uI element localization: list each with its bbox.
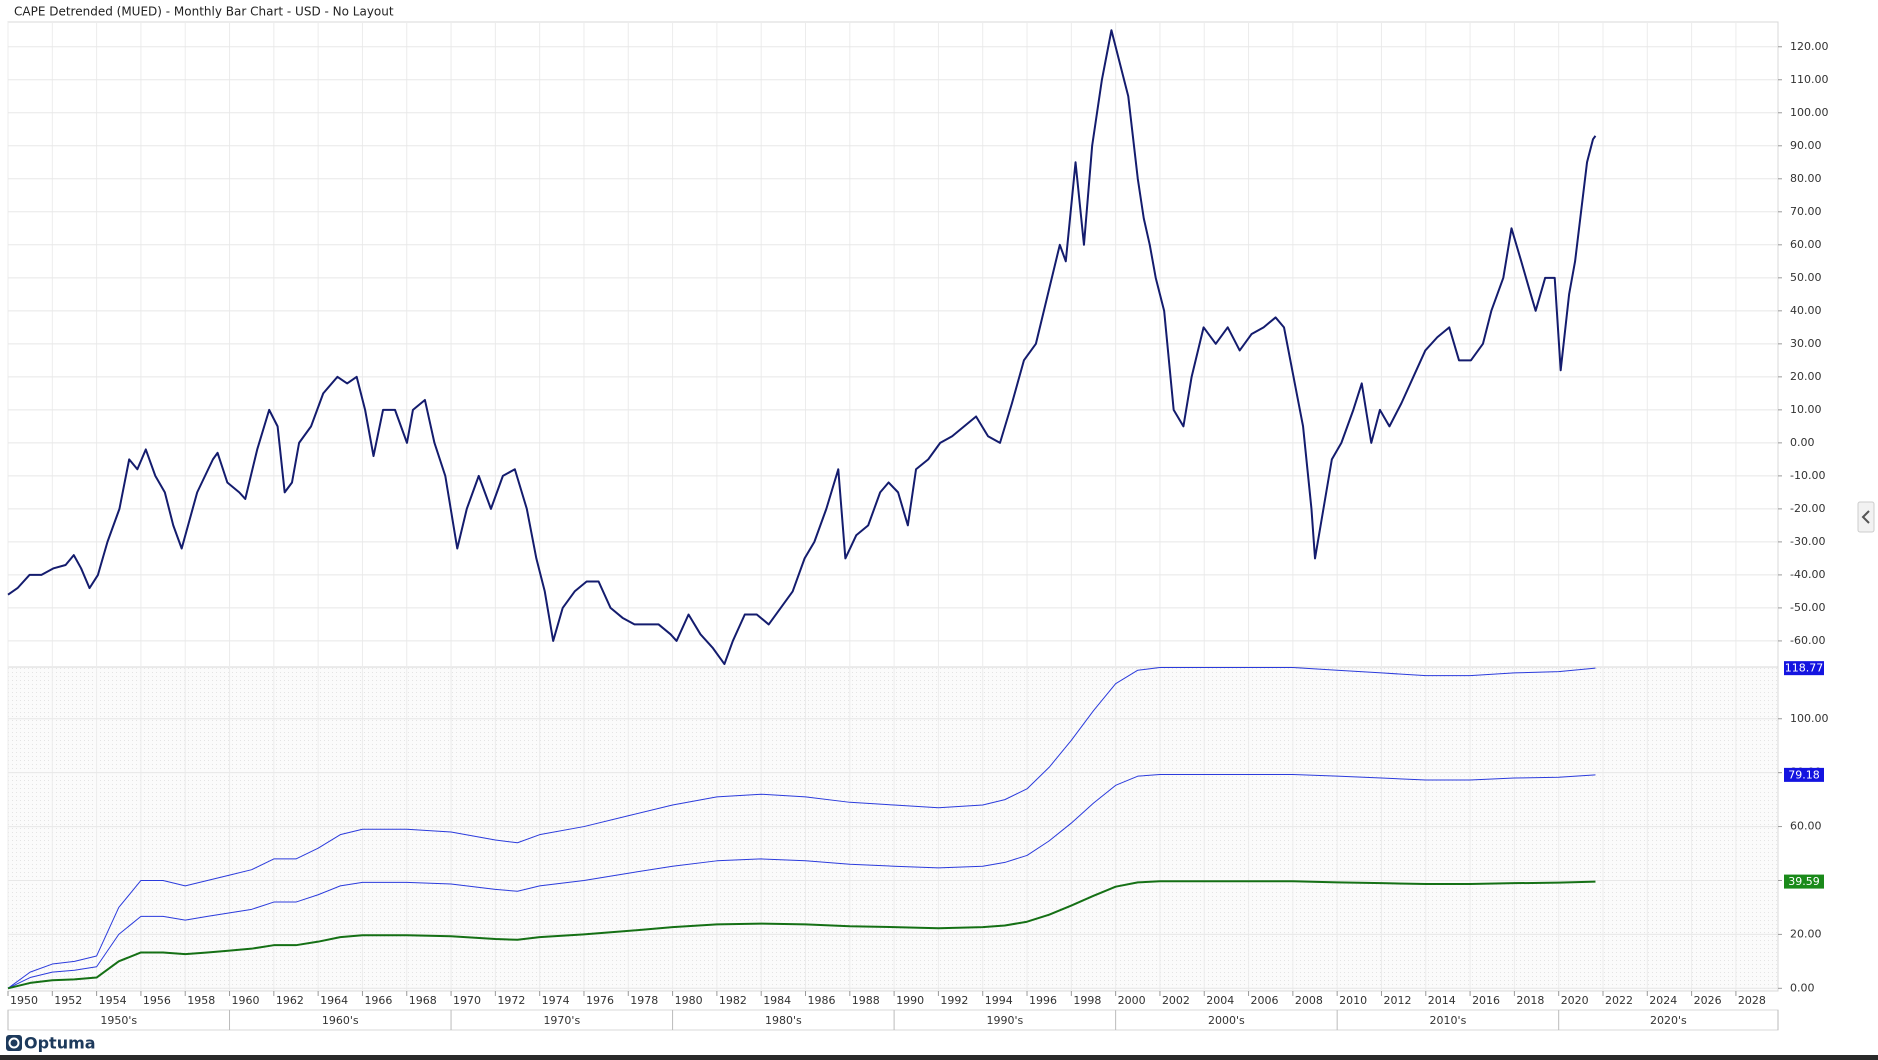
y-tick-label: 30.00	[1790, 337, 1822, 350]
x-tick-label: 2006	[1251, 994, 1279, 1007]
x-tick-label: 1984	[763, 994, 791, 1007]
x-tick-label: 1950	[10, 994, 38, 1007]
x-tick-label: 1980	[675, 994, 703, 1007]
bottom-panel	[7, 666, 1779, 992]
x-tick-label: 2014	[1428, 994, 1456, 1007]
decade-label: 1980's	[765, 1014, 802, 1027]
x-tick-label: 1982	[719, 994, 747, 1007]
value-badge-label: 39.59	[1788, 875, 1820, 888]
y-tick-label: 10.00	[1790, 403, 1822, 416]
x-tick-label: 1978	[630, 994, 658, 1007]
collapse-button[interactable]	[1857, 501, 1875, 533]
x-tick-label: 1954	[99, 994, 127, 1007]
x-tick-label: 2008	[1295, 994, 1323, 1007]
y-tick-label: -40.00	[1790, 568, 1825, 581]
x-tick-label: 2026	[1694, 994, 1722, 1007]
y-tick-label: -30.00	[1790, 535, 1825, 548]
x-tick-label: 1966	[364, 994, 392, 1007]
value-badge	[1784, 661, 1824, 676]
collapse-icon	[1861, 510, 1870, 524]
x-tick-label: 2020	[1561, 994, 1589, 1007]
x-tick-label: 1970	[453, 994, 481, 1007]
decade-label: 1970's	[543, 1014, 580, 1027]
x-tick-label: 1986	[807, 994, 835, 1007]
y-tick-label: 90.00	[1790, 139, 1822, 152]
x-tick-label: 1960	[232, 994, 260, 1007]
x-tick-label: 1994	[985, 994, 1013, 1007]
y-tick-label: -50.00	[1790, 601, 1825, 614]
x-tick-label: 2004	[1206, 994, 1234, 1007]
x-tick-label: 1962	[276, 994, 304, 1007]
x-tick-label: 1956	[143, 994, 171, 1007]
x-tick-label: 1998	[1073, 994, 1101, 1007]
chart-title: CAPE Detrended (MUED) - Monthly Bar Char…	[14, 5, 394, 19]
x-tick-label: 1974	[542, 994, 570, 1007]
y-tick-label: 100.00	[1790, 106, 1829, 119]
y-tick-label: 20.00	[1790, 370, 1822, 383]
decade-label: 2020's	[1650, 1014, 1687, 1027]
x-tick-label: 1958	[187, 994, 215, 1007]
y-tick-label: 50.00	[1790, 271, 1822, 284]
decade-row	[7, 1009, 1779, 1031]
logo: Optuma	[6, 1034, 96, 1053]
value-badge-label: 79.18	[1788, 768, 1820, 781]
x-tick-label: 2028	[1738, 994, 1766, 1007]
y-tick-label: -20.00	[1790, 502, 1825, 515]
series-line	[7, 29, 1597, 666]
decade-label: 1960's	[322, 1014, 359, 1027]
brand: Optuma	[24, 1034, 96, 1053]
x-tick-label: 1996	[1029, 994, 1057, 1007]
y-tick-label: 60.00	[1790, 820, 1822, 833]
y-tick-label: 60.00	[1790, 238, 1822, 251]
y-tick-label: 80.00	[1790, 172, 1822, 185]
x-tick-label: 2010	[1339, 994, 1367, 1007]
value-badge-label: 118.77	[1785, 662, 1824, 675]
value-badge	[1784, 874, 1824, 889]
footer-bar	[0, 1055, 1878, 1060]
x-tick-label: 1964	[320, 994, 348, 1007]
x-tick-label: 1990	[896, 994, 924, 1007]
series-line	[7, 667, 1596, 989]
series-line	[7, 774, 1596, 989]
x-tick-label: 1976	[586, 994, 614, 1007]
x-tick-label: 1988	[852, 994, 880, 1007]
x-tick-label: 2016	[1472, 994, 1500, 1007]
y-tick-label: 120.00	[1790, 40, 1829, 53]
decade-label: 1990's	[986, 1014, 1023, 1027]
decade-label: 1950's	[100, 1014, 137, 1027]
logo-ring	[8, 1037, 20, 1049]
x-tick-label: 1992	[940, 994, 968, 1007]
x-tick-label: 2000	[1118, 994, 1146, 1007]
x-tick-label: 2024	[1649, 994, 1677, 1007]
value-badge	[1784, 767, 1824, 782]
y-tick-label: 110.00	[1790, 73, 1829, 86]
series-line	[7, 880, 1596, 990]
x-tick-label: 2018	[1516, 994, 1544, 1007]
x-tick-label: 2022	[1605, 994, 1633, 1007]
decade-label: 2000's	[1208, 1014, 1245, 1027]
decade-label: 2010's	[1430, 1014, 1467, 1027]
x-tick-label: 2002	[1162, 994, 1190, 1007]
y-tick-label: 70.00	[1790, 205, 1822, 218]
logo-icon	[6, 1035, 22, 1051]
x-tick-label: 1968	[409, 994, 437, 1007]
x-tick-label: 2012	[1383, 994, 1411, 1007]
y-tick-label: -60.00	[1790, 634, 1825, 647]
y-tick-label: 40.00	[1790, 304, 1822, 317]
x-tick-label: 1952	[54, 994, 82, 1007]
y-tick-label: 0.00	[1790, 981, 1815, 994]
y-tick-label: 0.00	[1790, 436, 1815, 449]
y-tick-label: 100.00	[1790, 712, 1829, 725]
x-tick-label: 1972	[497, 994, 525, 1007]
y-tick-label: -10.00	[1790, 469, 1825, 482]
y-tick-label: 20.00	[1790, 927, 1822, 940]
